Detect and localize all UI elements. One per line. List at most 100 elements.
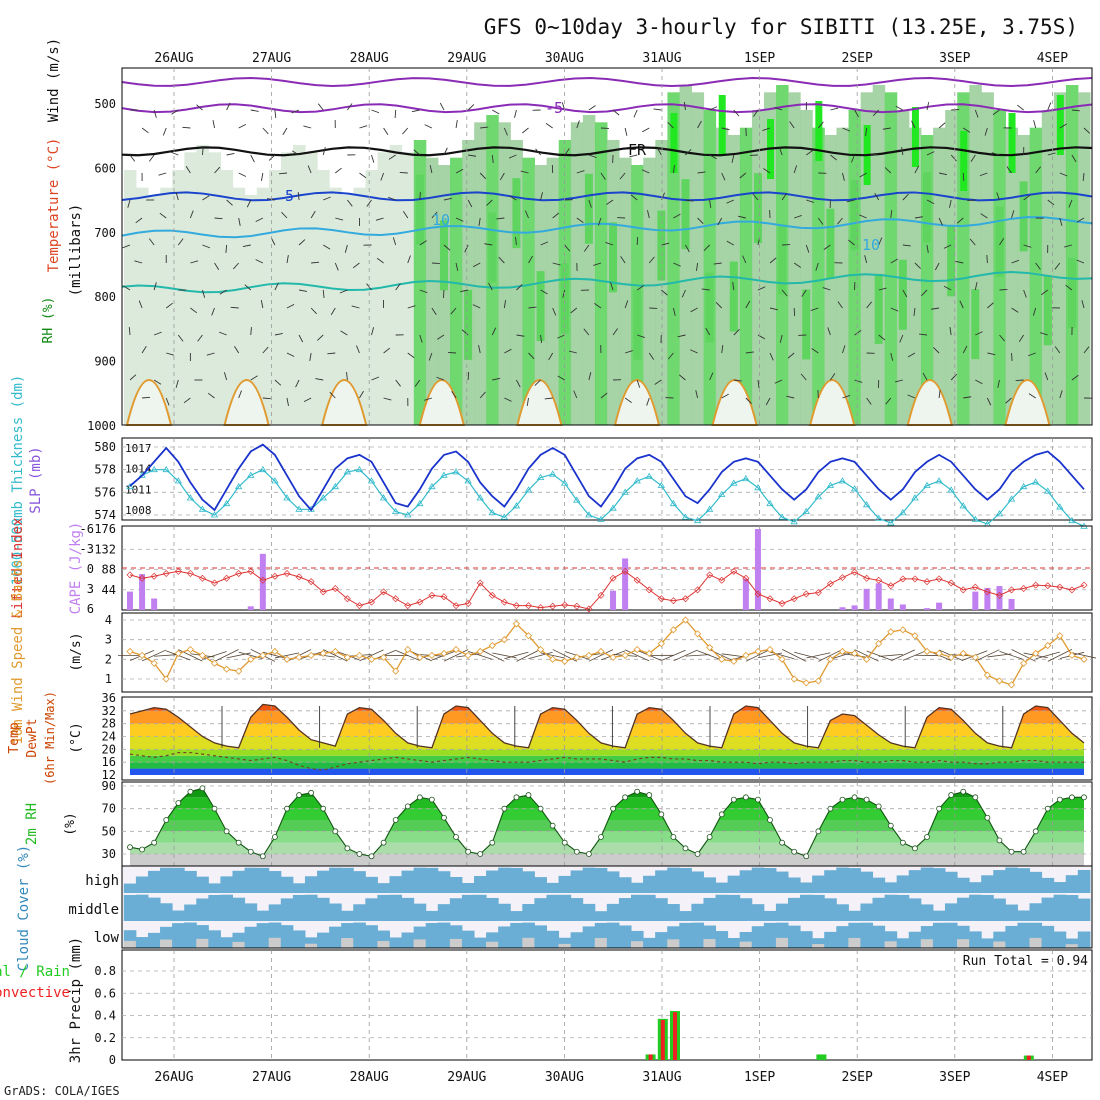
wind-barb [351,305,360,309]
cloud-bar [727,894,741,921]
cloud-bar [570,932,584,948]
wind-barb [733,379,742,382]
wind-barb [926,102,930,111]
thickness-marker [488,508,496,516]
lifted-marker [331,585,339,592]
cape-bar [899,604,906,610]
thickness-tick: 576 [94,485,116,499]
wind-barb [890,210,893,219]
thickness-marker [416,499,424,507]
slp-line [129,443,1085,512]
wind-barb [196,104,203,111]
humidity-column [522,157,536,425]
wind-barb [504,651,529,660]
wind-barb [182,126,191,129]
humidity-column [341,195,354,425]
thickness-marker [198,505,207,512]
wind-barb [1023,244,1032,248]
wind-speed-marker [1020,659,1028,667]
wind-barb [225,244,228,254]
wind-barb [437,334,445,340]
precip-tick: 0.8 [94,964,116,978]
cloud-bar [365,925,378,948]
wind-barb [492,652,517,659]
thickness-marker [826,481,835,488]
wind-barb [1035,166,1041,174]
cloud-bar [932,922,946,948]
cloud-bar [498,903,511,921]
cloud-bar [969,882,982,893]
wind-barb [460,289,469,293]
wind-barb [805,150,814,156]
cloud-bar [655,870,668,893]
humidity-column [450,157,463,425]
wind-speed-marker [355,651,364,659]
wind-barb [455,217,464,222]
precip-convective-bar [673,1012,677,1060]
wind-barb [837,301,843,309]
thickness-marker [174,477,183,484]
wind-barb [552,307,557,316]
wind-barb [588,199,592,208]
cloud-bar [944,903,958,921]
rh-marker [598,834,604,840]
rh-marker [332,828,339,835]
wind-barb [138,300,143,309]
wind-barb [380,172,385,181]
lifted-marker [476,579,484,587]
humidity-column [981,92,994,425]
wind-barb [987,302,994,309]
cloud-bar [908,870,922,893]
humidity-column [329,187,342,425]
cloud-bar [280,876,294,893]
cloud-bar [1041,897,1055,921]
lifted-marker [923,578,931,586]
cloud-bar [317,897,330,921]
wind-barb [190,307,198,314]
cloud-bar [437,871,451,893]
wind-barb [594,303,602,309]
wind-barb [1054,262,1061,270]
lifted-marker [838,574,846,582]
wind-speed-marker [1032,649,1040,657]
thickness-marker [947,486,955,493]
cloud-bar [643,894,656,921]
bottom-day-label: 27AUG [252,1070,291,1085]
wind-barb [949,327,952,336]
wind-barb [721,127,730,131]
cloud-bar [256,923,270,948]
thickness-marker [1007,495,1016,502]
cloud-bar [244,926,258,948]
wind-barb [439,102,445,111]
wind-barb [647,210,650,219]
wind-barb [307,165,312,174]
rh-marker [658,811,665,818]
temp-tick: 12 [102,768,116,782]
cloud-bar [437,904,451,921]
wind-barb [673,213,681,219]
isotherm-line [121,103,1093,114]
wind-speed-marker [947,653,955,661]
thickness-marker [887,519,895,526]
wind-barb [395,379,401,387]
cloud-bar [679,867,692,893]
humidity-high-patch [464,289,473,360]
wind-barb [455,168,464,174]
wind-barb [999,288,1008,291]
lifted-marker [525,602,533,610]
humidity-column [933,127,946,425]
cloud-low-grey [667,939,680,948]
temp-band [130,768,1084,775]
boundary-plume [223,379,270,426]
lifted-marker [404,602,412,610]
rh-marker [755,796,761,803]
rh-marker [730,796,737,803]
wind-barb [779,334,783,343]
wind-speed-marker [174,649,182,657]
cloud-bar [268,871,282,893]
thickness-marker [1056,503,1064,510]
wind-barb [633,109,638,118]
wind-barb [806,652,831,659]
wind-barb [931,307,940,310]
humidity-column [884,92,898,425]
